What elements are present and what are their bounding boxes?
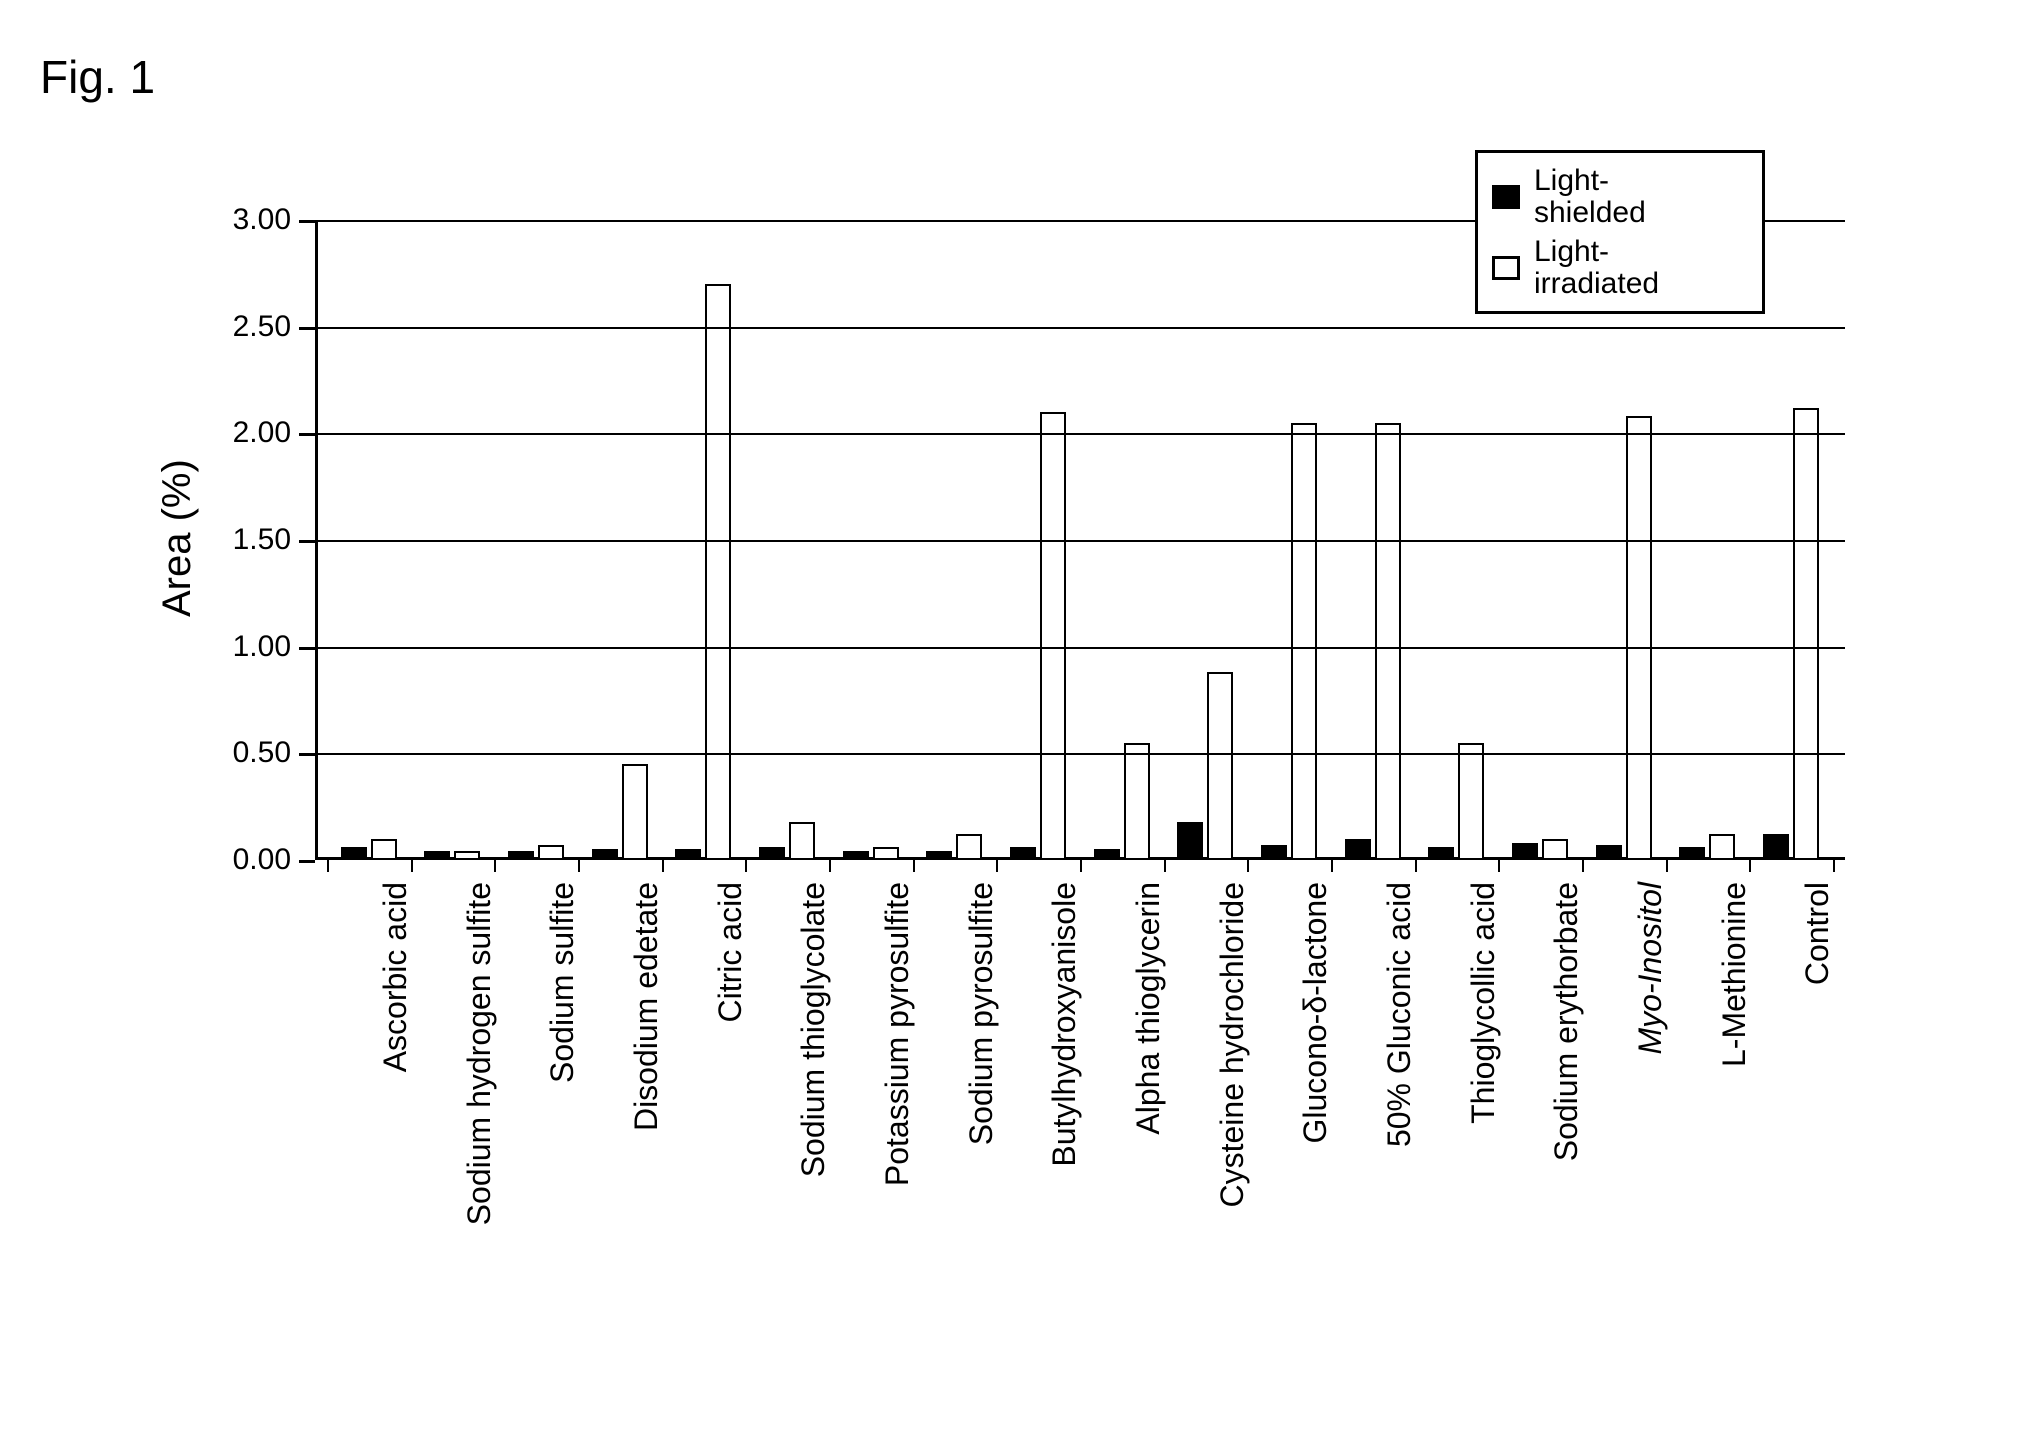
y-axis-title: Area (%) bbox=[155, 459, 200, 617]
gridline bbox=[315, 753, 1845, 755]
bar-shielded bbox=[341, 847, 367, 860]
x-category-label: Alpha thioglycerin bbox=[1130, 882, 1167, 1135]
bar-irradiated bbox=[1709, 834, 1735, 860]
bar-shielded bbox=[1094, 849, 1120, 860]
bar-irradiated bbox=[1458, 743, 1484, 860]
y-tick-label: 2.50 bbox=[233, 310, 315, 344]
x-tick bbox=[1331, 860, 1333, 872]
x-category-label: Myo-Inositol bbox=[1632, 882, 1669, 1055]
legend-item-irradiated: Light-irradiated bbox=[1492, 236, 1744, 299]
bar-shielded bbox=[1428, 847, 1454, 860]
plot-area: Ascorbic acidSodium hydrogen sulfiteSodi… bbox=[315, 220, 1845, 860]
gridline bbox=[315, 433, 1845, 435]
bar-shielded bbox=[926, 851, 952, 860]
x-category-label: Thioglycollic acid bbox=[1465, 882, 1502, 1124]
x-category-label: Control bbox=[1799, 882, 1836, 985]
x-tick bbox=[1666, 860, 1668, 872]
y-tick-label: 1.50 bbox=[233, 523, 315, 557]
x-tick bbox=[996, 860, 998, 872]
legend-label-irradiated: Light-irradiated bbox=[1534, 236, 1659, 299]
legend-swatch-irradiated bbox=[1492, 256, 1520, 280]
x-category-label: Sodium erythorbate bbox=[1548, 882, 1585, 1161]
bar-irradiated bbox=[1375, 423, 1401, 860]
x-tick bbox=[411, 860, 413, 872]
x-category-label: Glucono-δ-lactone bbox=[1297, 882, 1334, 1144]
legend-label-shielded: Light-shielded bbox=[1534, 165, 1646, 228]
bar-shielded bbox=[1596, 845, 1622, 860]
x-category-label: Sodium pyrosulfite bbox=[963, 882, 1000, 1145]
legend-item-shielded: Light-shielded bbox=[1492, 165, 1744, 228]
x-tick bbox=[1498, 860, 1500, 872]
gridline bbox=[315, 540, 1845, 542]
x-category-label: Sodium sulfite bbox=[544, 882, 581, 1083]
x-category-label: L-Methionine bbox=[1716, 882, 1753, 1067]
bar-irradiated bbox=[1124, 743, 1150, 860]
y-tick-label: 0.00 bbox=[233, 843, 315, 877]
bar-irradiated bbox=[1291, 423, 1317, 860]
bar-shielded bbox=[1512, 843, 1538, 860]
bar-shielded bbox=[675, 849, 701, 860]
bar-shielded bbox=[1679, 847, 1705, 860]
legend-swatch-shielded bbox=[1492, 185, 1520, 209]
bar-irradiated bbox=[538, 845, 564, 860]
bar-shielded bbox=[424, 851, 450, 860]
bar-shielded bbox=[1345, 839, 1371, 860]
bar-shielded bbox=[592, 849, 618, 860]
chart: Ascorbic acid Sodium hydrogen sulfite Sodi… bbox=[0, 0, 2030, 1434]
gridline bbox=[315, 647, 1845, 649]
x-category-label: Potassium pyrosulfite bbox=[879, 882, 916, 1186]
bar-irradiated bbox=[789, 822, 815, 860]
bar-shielded bbox=[759, 847, 785, 860]
bar-shielded bbox=[1010, 847, 1036, 860]
y-tick-label: 0.50 bbox=[233, 736, 315, 770]
x-tick bbox=[578, 860, 580, 872]
x-tick bbox=[745, 860, 747, 872]
x-tick bbox=[1080, 860, 1082, 872]
bar-shielded bbox=[1763, 834, 1789, 860]
x-tick bbox=[1415, 860, 1417, 872]
x-tick bbox=[1164, 860, 1166, 872]
bar-irradiated bbox=[622, 764, 648, 860]
bar-shielded bbox=[1261, 845, 1287, 860]
x-category-label: Disodium edetate bbox=[628, 882, 665, 1131]
bar-irradiated bbox=[1207, 672, 1233, 860]
x-tick bbox=[1582, 860, 1584, 872]
bar-irradiated bbox=[371, 839, 397, 860]
page: Fig. 1 Ascorbic acidSodium hydrogen sulf… bbox=[0, 0, 2030, 1434]
x-tick bbox=[662, 860, 664, 872]
bar-shielded bbox=[508, 851, 534, 860]
bar-irradiated bbox=[1542, 839, 1568, 860]
x-tick bbox=[829, 860, 831, 872]
bar-irradiated bbox=[1040, 412, 1066, 860]
gridline bbox=[315, 327, 1845, 329]
bar-shielded bbox=[843, 851, 869, 860]
x-tick bbox=[913, 860, 915, 872]
x-tick bbox=[1247, 860, 1249, 872]
x-category-label: Citric acid bbox=[712, 882, 749, 1022]
x-category-label: Ascorbic acid bbox=[377, 882, 414, 1072]
x-tick bbox=[1833, 860, 1835, 872]
bar-irradiated bbox=[454, 851, 480, 860]
y-tick-label: 2.00 bbox=[233, 416, 315, 450]
x-tick bbox=[494, 860, 496, 872]
y-tick-label: 1.00 bbox=[233, 630, 315, 664]
x-category-label: Cysteine hydrochloride bbox=[1214, 882, 1251, 1208]
bar-irradiated bbox=[873, 847, 899, 860]
x-tick bbox=[327, 860, 329, 872]
bar-irradiated bbox=[705, 284, 731, 860]
x-category-label: 50% Gluconic acid bbox=[1381, 882, 1418, 1147]
bar-irradiated bbox=[956, 834, 982, 860]
x-tick bbox=[1749, 860, 1751, 872]
x-category-label: Sodium thioglycolate bbox=[795, 882, 832, 1177]
x-category-label: Sodium hydrogen sulfite bbox=[461, 882, 498, 1225]
legend: Light-shielded Light-irradiated bbox=[1475, 150, 1765, 314]
bar-irradiated bbox=[1626, 416, 1652, 860]
y-tick-label: 3.00 bbox=[233, 203, 315, 237]
bar-irradiated bbox=[1793, 408, 1819, 860]
bar-shielded bbox=[1177, 822, 1203, 860]
x-category-label: Butylhydroxyanisole bbox=[1046, 882, 1083, 1167]
